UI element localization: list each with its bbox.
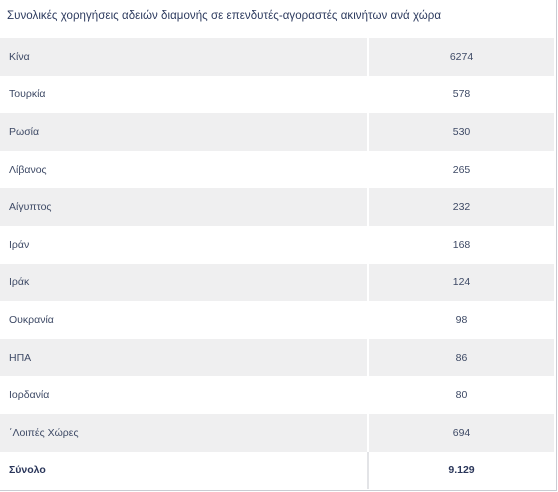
total-label: Σύνολο <box>0 451 369 490</box>
table-row: Λίβανος 265 <box>0 150 554 189</box>
value-cell: 694 <box>452 426 471 439</box>
table-row: Ιορδανία 80 <box>0 376 554 414</box>
value-cell: 530 <box>452 125 471 138</box>
permits-table: Κίνα 6274 Τουρκία 578 Ρωσία 530 Λίβανος … <box>0 38 554 490</box>
country-cell: Ουκρανία <box>0 301 369 339</box>
value-cell: 168 <box>452 238 471 251</box>
value-cell: 6274 <box>449 50 474 63</box>
country-cell: ΄Λοιπές Χώρες <box>0 413 369 452</box>
table-row: Κίνα 6274 <box>0 38 554 76</box>
table-row: Ιράκ 124 <box>0 263 554 302</box>
country-cell: Ιορδανία <box>0 376 369 414</box>
country-cell: Λίβανος <box>0 150 369 189</box>
table-row: Ιράν 168 <box>0 225 554 264</box>
table-title: Συνολικές χορηγήσεις αδειών διαμονής σε … <box>7 10 442 22</box>
country-cell: Ιράκ <box>0 263 369 302</box>
value-cell: 80 <box>455 389 468 402</box>
value-cell: 86 <box>455 351 468 364</box>
value-cell: 265 <box>452 163 471 176</box>
table-row: ΄Λοιπές Χώρες 694 <box>0 413 554 452</box>
table-row: Ρωσία 530 <box>0 113 554 151</box>
table-row: Τουρκία 578 <box>0 75 554 114</box>
value-cell: 232 <box>452 201 471 214</box>
value-cell: 98 <box>455 313 468 326</box>
country-cell: Τουρκία <box>0 75 369 114</box>
table-row: Ουκρανία 98 <box>0 301 554 339</box>
country-cell: Κίνα <box>0 38 369 76</box>
value-cell: 578 <box>452 88 471 101</box>
country-cell: ΗΠΑ <box>0 338 369 377</box>
total-value: 9.129 <box>448 464 475 477</box>
country-cell: Ιράν <box>0 225 369 264</box>
total-row: Σύνολο 9.129 <box>0 451 554 490</box>
table-row: Αίγυπτος 232 <box>0 188 554 226</box>
table-row: ΗΠΑ 86 <box>0 338 554 377</box>
value-cell: 124 <box>452 276 471 289</box>
country-cell: Αίγυπτος <box>0 188 369 226</box>
country-cell: Ρωσία <box>0 113 369 151</box>
